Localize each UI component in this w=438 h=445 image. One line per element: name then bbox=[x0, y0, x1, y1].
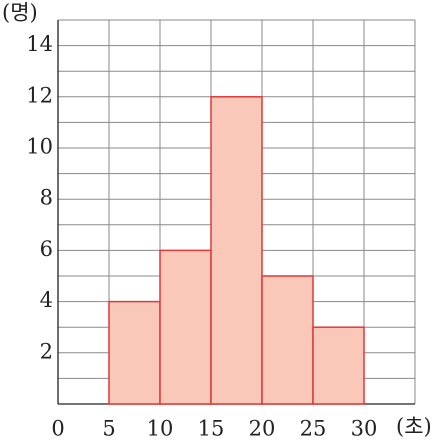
y-axis-label: (명) bbox=[2, 1, 38, 25]
y-tick-label: 8 bbox=[40, 186, 53, 210]
y-tick-label: 12 bbox=[26, 83, 53, 107]
x-tick-label: 15 bbox=[198, 417, 225, 441]
bar bbox=[210, 96, 263, 405]
x-tick-label: 0 bbox=[51, 417, 64, 441]
bar bbox=[159, 249, 212, 405]
x-axis-label: (초) bbox=[396, 415, 432, 439]
bar bbox=[261, 275, 314, 405]
y-tick-label: 10 bbox=[26, 135, 53, 159]
x-tick-label: 25 bbox=[300, 417, 327, 441]
y-tick-label: 14 bbox=[26, 32, 53, 56]
y-tick-label: 6 bbox=[40, 237, 53, 261]
bar bbox=[108, 300, 161, 405]
y-tick-label: 2 bbox=[40, 339, 53, 363]
x-tick-label: 30 bbox=[351, 417, 378, 441]
y-tick-label: 4 bbox=[40, 288, 53, 312]
x-tick-label: 10 bbox=[147, 417, 174, 441]
x-tick-label: 20 bbox=[249, 417, 276, 441]
x-tick-label: 5 bbox=[102, 417, 115, 441]
bar bbox=[312, 326, 365, 405]
